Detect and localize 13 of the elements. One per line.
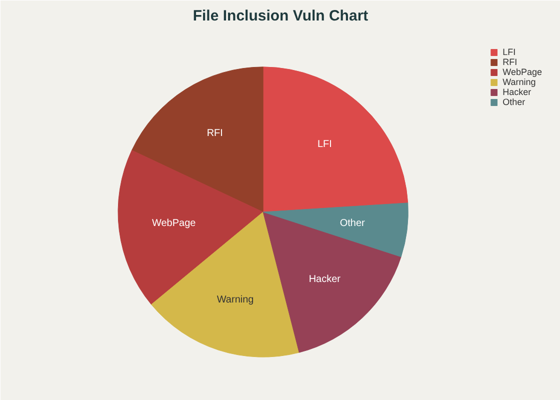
legend-label: RFI <box>502 57 518 67</box>
slice-label: LFI <box>317 138 332 150</box>
legend-label: Hacker <box>502 87 532 97</box>
legend-label: LFI <box>502 47 517 57</box>
chart-title: File Inclusion Vuln Chart <box>192 8 368 24</box>
legend-label: Other <box>502 97 526 107</box>
slice-label: Warning <box>216 294 254 306</box>
slice-label: RFI <box>206 128 223 140</box>
legend-label: Warning <box>502 77 536 87</box>
slice-label: WebPage <box>152 218 196 230</box>
slice-label: Hacker <box>308 274 342 286</box>
slice-label: Other <box>340 218 366 230</box>
legend-label: WebPage <box>502 67 542 77</box>
